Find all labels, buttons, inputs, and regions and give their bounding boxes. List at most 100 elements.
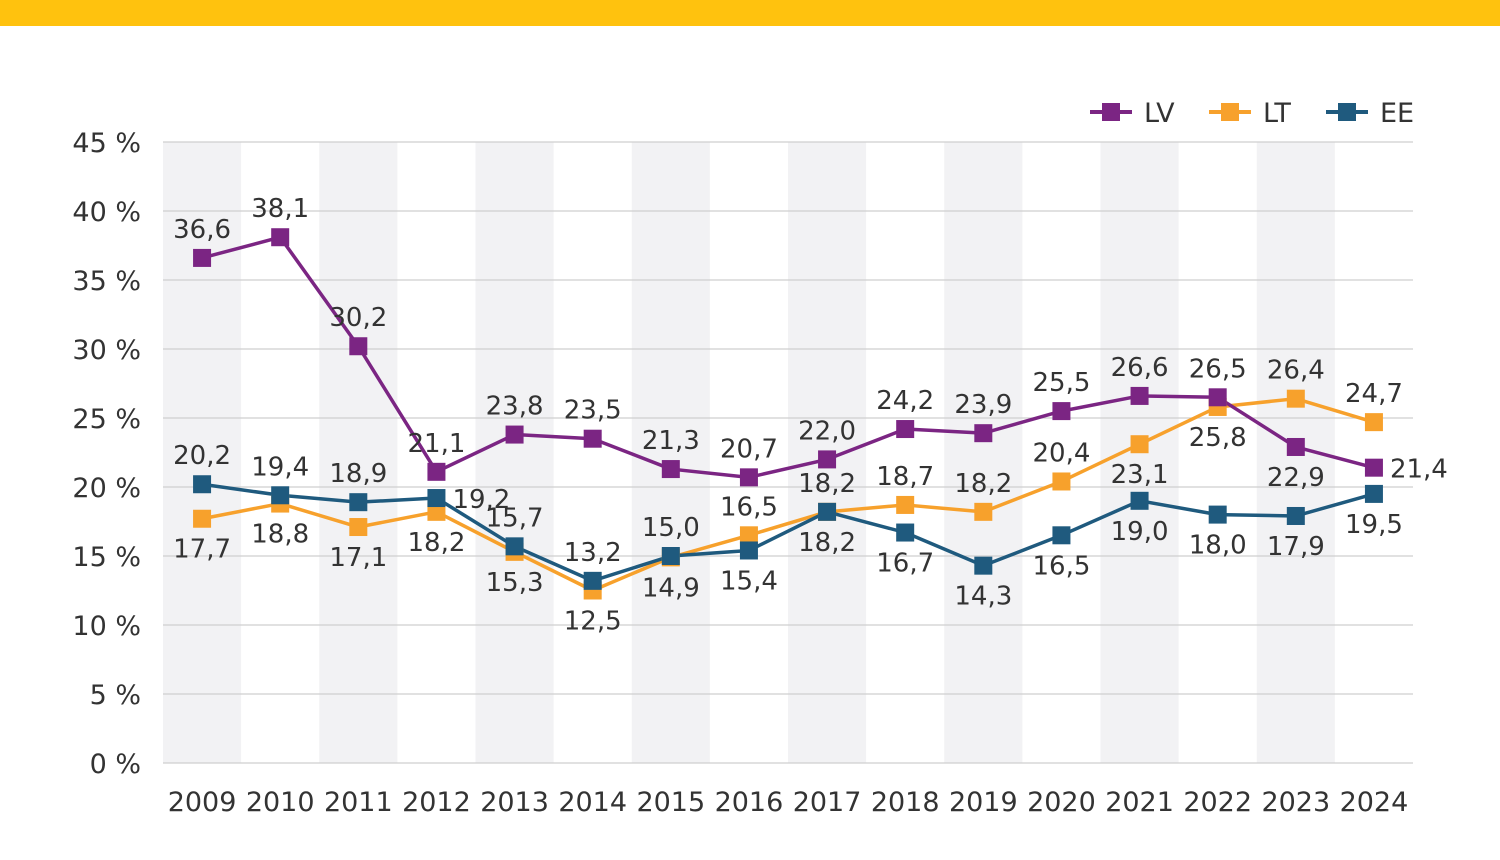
marker-lv: [193, 248, 212, 267]
data-label-ee: 13,2: [564, 538, 622, 568]
data-label-lt: 18,8: [251, 520, 309, 550]
data-label-lt: 17,7: [173, 535, 231, 565]
y-tick-label: 10 %: [72, 611, 141, 642]
series-line-lv: [201, 235, 1375, 480]
data-label-lt: 14,9: [642, 573, 700, 603]
marker-lv: [739, 468, 758, 487]
marker-lt: [1286, 389, 1305, 408]
marker-ee: [271, 486, 290, 505]
series-line-lt: [201, 396, 1375, 593]
marker-ee: [1208, 505, 1227, 524]
column-band: [944, 142, 1023, 763]
marker-lt: [1052, 472, 1071, 491]
marker-ee: [1052, 526, 1071, 545]
x-tick-label: 2024: [1340, 787, 1409, 818]
y-tick-label: 30 %: [72, 335, 141, 366]
marker-lt: [349, 518, 368, 537]
column-bands: [163, 142, 1335, 763]
y-tick-label: 25 %: [72, 404, 141, 435]
marker-lv: [1052, 402, 1071, 421]
data-label-lv: 38,1: [251, 194, 309, 224]
marker-lv: [505, 425, 524, 444]
data-label-ee: 18,0: [1189, 531, 1247, 561]
legend-marker-lv: [1102, 103, 1120, 121]
legend-label-lt: LT: [1263, 98, 1291, 129]
x-tick-label: 2014: [558, 787, 627, 818]
x-tick-label: 2017: [793, 787, 862, 818]
column-band: [631, 142, 710, 763]
data-label-ee: 20,2: [173, 441, 231, 471]
y-tick-label: 40 %: [72, 197, 141, 228]
data-label-lt: 26,4: [1267, 356, 1325, 386]
y-tick-label: 15 %: [72, 542, 141, 573]
marker-ee: [583, 571, 602, 590]
data-label-ee: 18,9: [329, 459, 387, 489]
data-label-lt: 20,4: [1032, 438, 1090, 468]
legend-marker-ee: [1338, 103, 1356, 121]
column-band: [163, 142, 242, 763]
marker-lt: [974, 502, 993, 521]
x-tick-label: 2020: [1027, 787, 1096, 818]
marker-ee: [1364, 484, 1383, 503]
marker-lv: [661, 460, 680, 479]
marker-ee: [349, 493, 368, 512]
data-label-lv: 30,2: [329, 303, 387, 333]
data-label-lv: 23,9: [954, 390, 1012, 420]
data-label-lv: 23,8: [486, 392, 544, 422]
data-label-lv: 21,1: [407, 429, 465, 459]
marker-lt: [739, 526, 758, 545]
data-label-lt: 25,8: [1189, 423, 1247, 453]
data-label-ee: 19,0: [1111, 517, 1169, 547]
marker-lv: [1130, 386, 1149, 405]
marker-ee: [661, 547, 680, 565]
x-tick-label: 2010: [246, 787, 315, 818]
marker-lv: [974, 424, 993, 443]
data-label-lt: 18,2: [407, 528, 465, 558]
series-lines: [201, 235, 1375, 593]
marker-ee: [818, 502, 837, 521]
data-label-ee: 17,9: [1267, 532, 1325, 562]
data-label-ee: 18,2: [798, 469, 856, 499]
column-band: [475, 142, 554, 763]
data-label-lt: 12,5: [564, 607, 622, 637]
marker-ee: [505, 537, 524, 556]
x-tick-label: 2019: [949, 787, 1018, 818]
data-label-lt: 18,7: [876, 462, 934, 492]
y-tick-label: 5 %: [90, 680, 141, 711]
x-tick-label: 2012: [402, 787, 471, 818]
marker-ee: [427, 489, 446, 508]
marker-lv: [1364, 458, 1383, 477]
column-band: [319, 142, 398, 763]
x-tick-label: 2023: [1261, 787, 1330, 818]
x-tick-label: 2013: [480, 787, 549, 818]
gridlines: [163, 141, 1413, 764]
data-label-ee: 16,5: [1032, 551, 1090, 581]
x-tick-label: 2018: [871, 787, 940, 818]
marker-lt: [896, 495, 915, 514]
y-tick-label: 35 %: [72, 266, 141, 297]
data-label-lv: 21,3: [642, 426, 700, 456]
marker-ee: [739, 541, 758, 560]
marker-lv: [583, 429, 602, 448]
data-label-lt: 23,1: [1111, 460, 1169, 490]
series-markers: [193, 228, 1383, 600]
marker-ee: [974, 556, 993, 575]
y-tick-label: 0 %: [90, 749, 141, 780]
y-axis-ticks: 0 % 5 % 10 % 15 % 20 % 25 % 30 % 35 % 40 % 45 %: [72, 128, 141, 780]
data-label-lv: 22,0: [798, 416, 856, 446]
marker-lv: [818, 450, 837, 469]
data-label-lt: 18,2: [798, 528, 856, 558]
data-label-lv: 26,5: [1189, 354, 1247, 384]
data-label-ee: 15,7: [486, 503, 544, 533]
data-label-ee: 16,7: [876, 549, 934, 579]
marker-lv: [896, 420, 915, 439]
y-tick-label: 20 %: [72, 473, 141, 504]
marker-ee: [1130, 491, 1149, 510]
marker-lt: [427, 502, 446, 521]
marker-lt: [193, 509, 212, 528]
marker-lv: [271, 228, 290, 247]
data-label-lv: 23,5: [564, 396, 622, 426]
data-label-lv: 25,5: [1032, 368, 1090, 398]
top-accent-bar: [0, 0, 1500, 26]
